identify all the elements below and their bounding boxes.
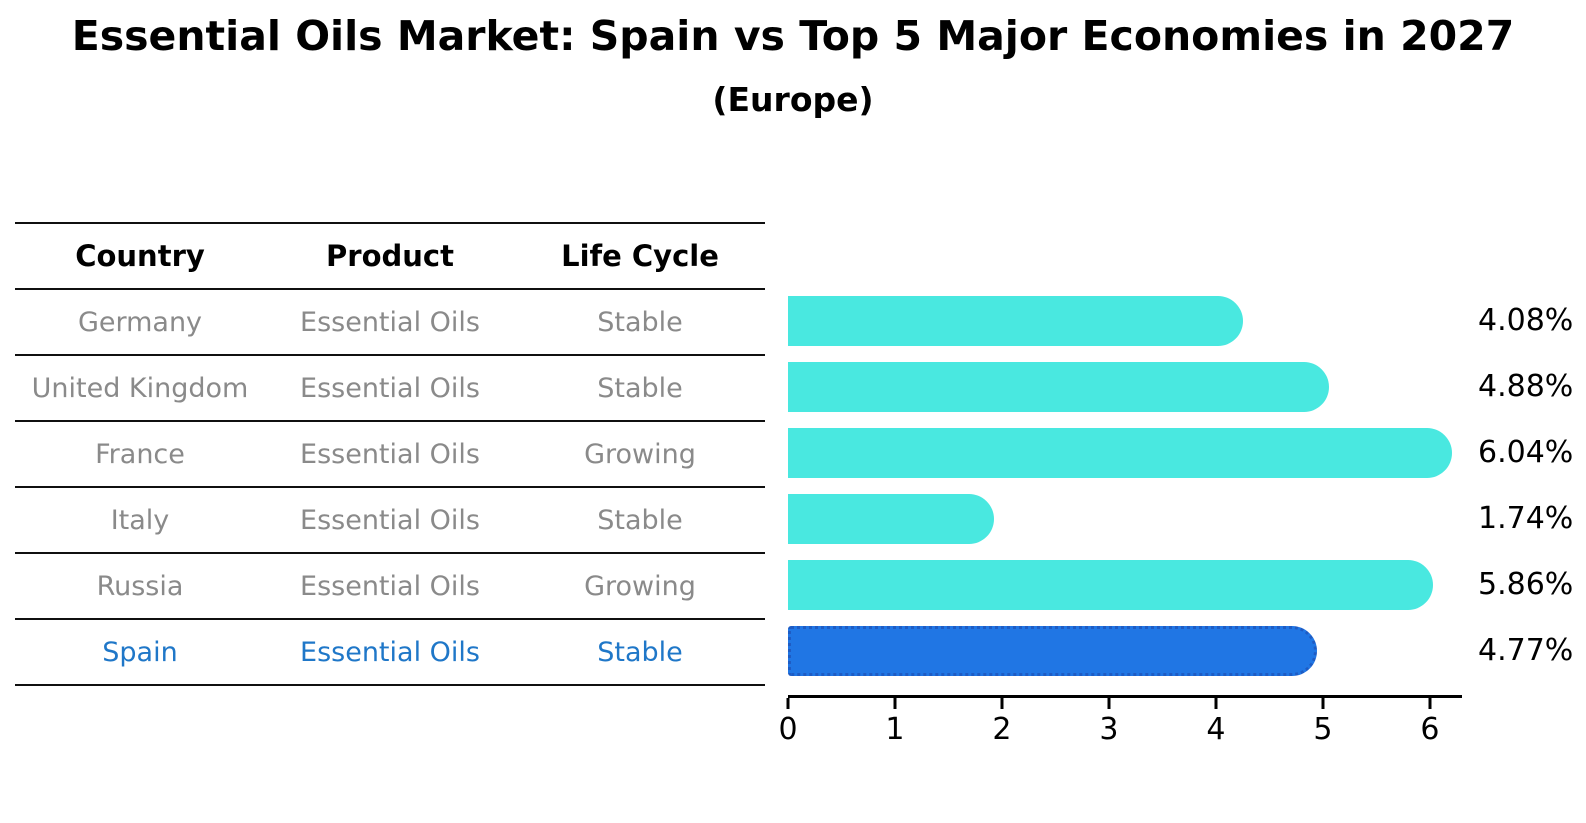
x-tick-label: 4 <box>1206 712 1226 747</box>
table-cell-product: Essential Oils <box>300 570 480 602</box>
bar-row <box>788 354 1460 420</box>
table-header-product: Product <box>326 239 454 273</box>
bar-row <box>788 552 1460 618</box>
x-tick-mark <box>1000 698 1004 709</box>
x-tick-label: 6 <box>1420 712 1440 747</box>
table-row-russia: Russia Essential Oils Growing <box>15 554 765 620</box>
table-cell-product: Essential Oils <box>300 504 480 536</box>
value-label-united-kingdom: 4.88% <box>1478 369 1574 404</box>
x-tick-label: 5 <box>1313 712 1333 747</box>
table-cell-life-cycle: Stable <box>597 504 683 536</box>
x-axis: 0 1 2 3 4 5 6 <box>778 695 1462 758</box>
table-header-life-cycle: Life Cycle <box>561 239 719 273</box>
table-cell-life-cycle: Growing <box>584 438 696 470</box>
value-label-spain: 4.77% <box>1478 633 1574 668</box>
table-row-germany: Germany Essential Oils Stable <box>15 290 765 356</box>
x-tick-mark <box>1107 698 1111 709</box>
table-body: Germany Essential Oils Stable United Kingdo… <box>15 290 765 686</box>
value-label-germany: 4.08% <box>1478 303 1574 338</box>
table-cell-life-cycle: Stable <box>597 306 683 338</box>
table-header-country: Country <box>75 239 205 273</box>
table-cell-country: United Kingdom <box>31 372 249 404</box>
x-tick-label: 3 <box>1099 712 1119 747</box>
x-tick-label: 2 <box>992 712 1012 747</box>
table-cell-product: Essential Oils <box>300 636 480 668</box>
value-label-russia: 5.86% <box>1478 567 1574 602</box>
table-cell-product: Essential Oils <box>300 372 480 404</box>
bar-spain <box>788 626 1317 676</box>
x-tick-mark <box>786 698 790 709</box>
table-cell-life-cycle: Stable <box>597 372 683 404</box>
table-cell-country: France <box>95 438 185 470</box>
x-tick-mark <box>1321 698 1325 709</box>
x-tick-label: 0 <box>778 712 798 747</box>
bar-row <box>788 420 1460 486</box>
table-cell-country: Germany <box>77 306 203 338</box>
value-labels: 4.08% 4.88% 6.04% 1.74% 5.86% 4.77% <box>1478 288 1586 684</box>
table-row-united-kingdom: United Kingdom Essential Oils Stable <box>15 356 765 422</box>
table-cell-life-cycle: Stable <box>597 636 683 668</box>
x-tick-mark <box>1214 698 1218 709</box>
table-row-france: France Essential Oils Growing <box>15 422 765 488</box>
table-cell-life-cycle: Growing <box>584 570 696 602</box>
x-tick-label: 1 <box>885 712 905 747</box>
value-label-france: 6.04% <box>1478 435 1574 470</box>
table-row-spain: Spain Essential Oils Stable <box>15 620 765 686</box>
table-header-row: Country Product Life Cycle <box>15 224 765 290</box>
table-cell-country: Spain <box>102 636 178 668</box>
table-cell-country: Russia <box>96 570 184 602</box>
table-row-italy: Italy Essential Oils Stable <box>15 488 765 554</box>
bar-chart <box>788 288 1460 684</box>
bar-row <box>788 288 1460 354</box>
bar-row <box>788 486 1460 552</box>
chart-subtitle: (Europe) <box>712 80 874 119</box>
bar-france <box>788 428 1453 478</box>
table-cell-product: Essential Oils <box>300 306 480 338</box>
bar-united-kingdom <box>788 362 1329 412</box>
x-tick-mark <box>893 698 897 709</box>
table-cell-country: Italy <box>110 504 170 536</box>
bar-russia <box>788 560 1434 610</box>
chart-title: Essential Oils Market: Spain vs Top 5 Ma… <box>71 12 1515 60</box>
x-tick-mark <box>1428 698 1432 709</box>
bar-italy <box>788 494 994 544</box>
value-label-italy: 1.74% <box>1478 501 1574 536</box>
table-cell-product: Essential Oils <box>300 438 480 470</box>
bar-germany <box>788 296 1244 346</box>
bar-row <box>788 618 1460 684</box>
country-table: Country Product Life Cycle Germany Essent… <box>15 222 765 686</box>
